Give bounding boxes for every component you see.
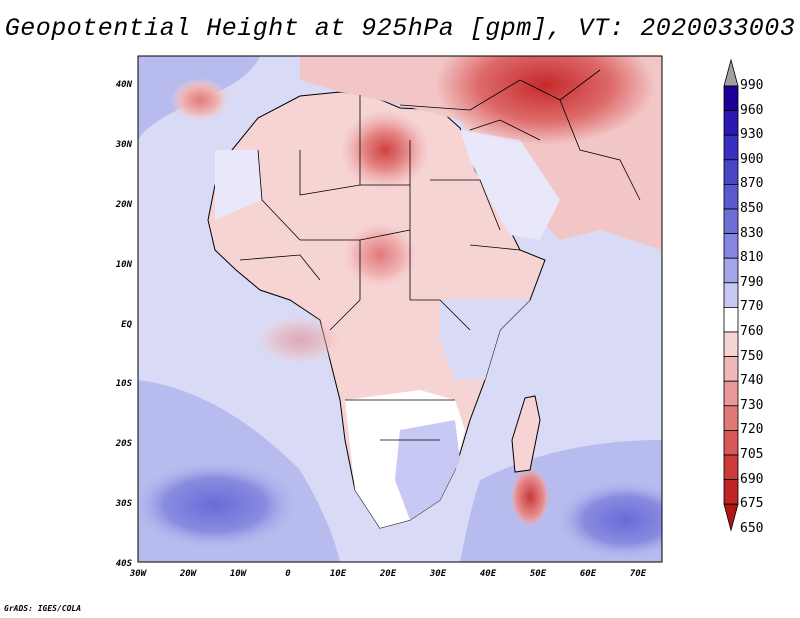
y-axis: 40N 30N 20N 10N EQ 10S 20S 30S 40S xyxy=(115,80,133,569)
x-tick-20e: 20E xyxy=(379,569,397,579)
country-borders xyxy=(239,69,641,441)
colorbar-label: 930 xyxy=(740,127,764,143)
colorbar-top-arrow xyxy=(723,58,739,87)
colorbar-label: 750 xyxy=(740,348,764,364)
x-tick-20w: 20W xyxy=(179,569,198,579)
colorbar-label: 690 xyxy=(740,471,764,487)
colorbar-box xyxy=(723,479,739,505)
y-tick-30n: 30N xyxy=(115,140,133,150)
x-tick-70e: 70E xyxy=(630,569,647,579)
x-tick-0: 0 xyxy=(285,569,291,579)
high-madagascar-east xyxy=(510,467,550,527)
x-tick-40e: 40E xyxy=(480,569,497,579)
colorbar-label: 850 xyxy=(740,201,764,216)
y-tick-40n: 40N xyxy=(116,80,133,90)
colorbar-label: 790 xyxy=(740,274,764,290)
colorbar-label: 720 xyxy=(740,422,764,438)
colorbar xyxy=(723,58,739,532)
colorbar-label: 740 xyxy=(740,373,764,389)
height-field xyxy=(138,56,662,562)
madagascar xyxy=(511,395,541,473)
x-tick-30e: 30E xyxy=(429,569,447,579)
deep-low-indian xyxy=(555,480,662,560)
colorbar-label: 990 xyxy=(740,78,764,93)
credit-text: GrADS: IGES/COLA xyxy=(4,604,82,613)
high-gulf-guinea xyxy=(255,315,345,365)
y-tick-20s: 20S xyxy=(115,439,133,449)
colorbar-label: 810 xyxy=(740,250,764,266)
x-tick-50e: 50E xyxy=(530,569,547,579)
colorbar-box xyxy=(723,282,739,308)
east-africa-field xyxy=(440,300,530,380)
colorbar-box xyxy=(723,356,739,382)
colorbar-label: 960 xyxy=(740,102,764,118)
colorbar-box xyxy=(723,233,739,259)
colorbar-label: 770 xyxy=(740,299,764,315)
colorbar-box xyxy=(723,331,739,358)
map-title: Geopotential Height at 925hPa [gpm], VT:… xyxy=(4,14,796,43)
colorbar-box xyxy=(723,134,739,161)
high-russia xyxy=(435,56,655,145)
colorbar-label: 675 xyxy=(740,496,764,512)
colorbar-box xyxy=(723,454,739,481)
y-tick-40s: 40S xyxy=(116,559,133,569)
colorbar-box xyxy=(723,183,739,210)
colorbar-box xyxy=(723,306,739,333)
colorbar-label: 705 xyxy=(740,447,764,462)
colorbar-box xyxy=(723,405,739,431)
x-tick-60e: 60E xyxy=(580,569,597,579)
colorbar-label: 900 xyxy=(740,151,764,167)
colorbar-label: 830 xyxy=(740,225,764,241)
colorbar-label: 730 xyxy=(740,397,764,413)
high-sahara xyxy=(340,110,430,190)
south-east-africa-field xyxy=(395,420,460,520)
colorbar-label: 760 xyxy=(740,324,764,339)
colorbar-box xyxy=(723,159,739,185)
colorbar-box xyxy=(723,208,739,235)
x-tick-10w: 10W xyxy=(230,569,248,579)
y-tick-30s: 30S xyxy=(115,499,133,509)
plot-frame xyxy=(137,55,663,563)
y-tick-20n: 20N xyxy=(115,200,133,210)
deep-low-atlantic xyxy=(138,460,300,550)
colorbar-box xyxy=(723,85,739,112)
arabia-field xyxy=(460,130,560,240)
colorbar-bottom-arrow xyxy=(723,503,739,532)
y-tick-10n: 10N xyxy=(116,260,133,270)
colorbar-box xyxy=(723,257,739,284)
y-tick-10s: 10S xyxy=(116,379,133,389)
y-tick-eq: EQ xyxy=(121,320,132,330)
colorbar-box xyxy=(723,110,739,136)
west-sahara-field xyxy=(215,150,262,220)
colorbar-box xyxy=(723,380,739,407)
colorbar-label: 650 xyxy=(740,520,764,536)
x-axis: 30W 20W 10W 0 10E 20E 30E 40E 50E 60E 70… xyxy=(129,569,647,579)
colorbar-box xyxy=(723,429,739,456)
x-tick-10e: 10E xyxy=(330,569,347,579)
x-tick-30w: 30W xyxy=(129,569,148,579)
colorbar-label: 870 xyxy=(740,176,764,192)
high-atlantic xyxy=(170,78,230,122)
